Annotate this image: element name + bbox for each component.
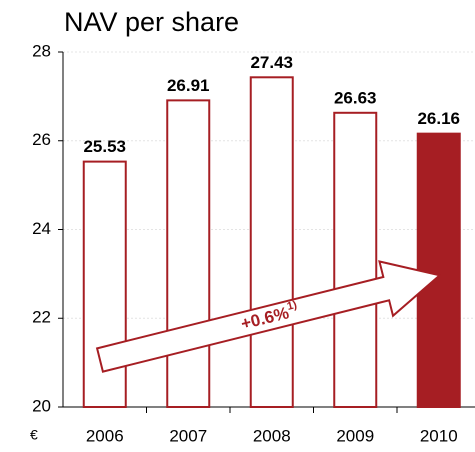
x-tick-label: 2006	[86, 426, 124, 445]
value-label: 26.91	[167, 76, 210, 95]
x-tick-label: 2008	[253, 426, 291, 445]
value-label: 26.63	[334, 88, 377, 107]
value-label: 25.53	[83, 137, 126, 156]
x-tick-label: 2010	[420, 426, 458, 445]
unit-label: €	[30, 427, 38, 443]
y-tick-label: 20	[32, 396, 51, 415]
growth-arrow: +0.6%1)	[95, 260, 442, 373]
arrow-shape	[95, 260, 442, 373]
value-label: 27.43	[250, 53, 293, 72]
y-tick-label: 26	[32, 130, 51, 149]
annotation-superscript: 1)	[286, 299, 299, 313]
bar	[166, 99, 211, 409]
y-tick-label: 24	[32, 219, 51, 238]
bar	[249, 76, 294, 408]
y-tick-label: 22	[32, 308, 51, 327]
x-tick-label: 2009	[336, 426, 374, 445]
x-tick-label: 2007	[169, 426, 207, 445]
bar	[416, 132, 461, 408]
chart-title: NAV per share	[64, 7, 239, 37]
y-tick-label: 28	[32, 41, 51, 60]
value-label: 26.16	[417, 109, 460, 128]
bar	[333, 111, 378, 408]
